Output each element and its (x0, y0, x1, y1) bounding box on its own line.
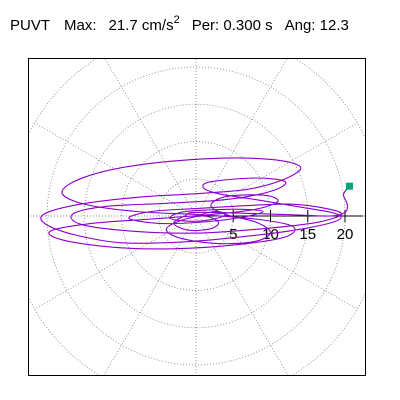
grid-spoke-30 (195, 122, 358, 217)
grid-spoke-120 (104, 59, 197, 217)
per-value: 0.300 s (223, 17, 273, 34)
chart-header: PUVT Max: 21.7 cm/s2 Per: 0.300 s Ang: 12.3 (10, 14, 349, 34)
max-unit-exponent: 2 (173, 14, 180, 26)
polar-grid (29, 59, 365, 375)
ang-value: 12.3 (319, 17, 349, 34)
max-unit-base: cm/s (141, 17, 174, 34)
grid-spoke-240 (103, 215, 197, 375)
max-label: Max: (64, 17, 97, 34)
polar-plot: 5 10 15 20 (29, 59, 365, 375)
ang-label: Ang: (284, 17, 316, 34)
r-tick-label-5: 5 (229, 226, 237, 243)
grid-spoke-330 (195, 215, 358, 310)
grid-spoke-210 (34, 215, 197, 310)
grid-spoke-60 (195, 59, 288, 217)
chart-title: PUVT (10, 17, 51, 34)
marker-layer (345, 182, 353, 190)
max-value: 21.7 (108, 17, 138, 34)
per-label: Per: (191, 17, 220, 34)
trace-layer (40, 157, 350, 250)
max-unit: cm/s2 (142, 14, 180, 34)
endpoint-marker (345, 182, 353, 190)
plot-frame: 5 10 15 20 (28, 58, 366, 376)
r-tick-label-20: 20 (337, 226, 354, 243)
r-tick-label-10: 10 (262, 226, 279, 243)
grid-spoke-300 (195, 215, 289, 375)
r-tick-label-15: 15 (299, 226, 316, 243)
hodograph-trace (40, 157, 350, 250)
